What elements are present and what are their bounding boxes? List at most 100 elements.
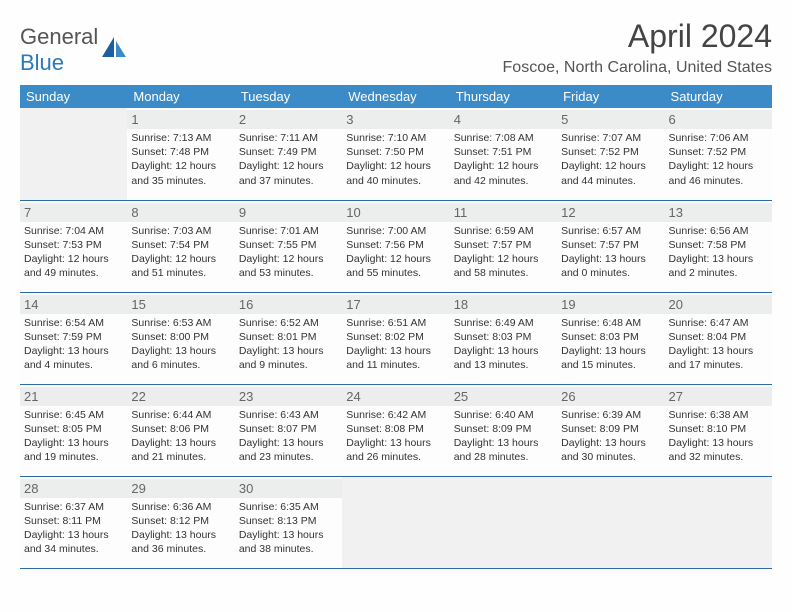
day-info-text: Sunrise: 7:13 AMSunset: 7:48 PMDaylight:…: [131, 131, 230, 188]
calendar-day-cell: 28Sunrise: 6:37 AMSunset: 8:11 PMDayligh…: [20, 476, 127, 568]
calendar-day-cell: 10Sunrise: 7:00 AMSunset: 7:56 PMDayligh…: [342, 200, 449, 292]
day-info-text: Sunrise: 6:57 AMSunset: 7:57 PMDaylight:…: [561, 224, 660, 281]
calendar-day-cell: 9 Sunrise: 7:01 AMSunset: 7:55 PMDaylight…: [235, 200, 342, 292]
day-number: 8: [127, 203, 234, 222]
calendar-week-row: 28Sunrise: 6:37 AMSunset: 8:11 PMDayligh…: [20, 476, 772, 568]
day-info-text: Sunrise: 6:47 AMSunset: 8:04 PMDaylight:…: [669, 316, 768, 373]
day-number: 11: [450, 203, 557, 222]
day-number: 5: [557, 110, 664, 129]
calendar-day-cell: 13 Sunrise: 6:56 AMSunset: 7:58 PMDayligh…: [665, 200, 772, 292]
calendar-day-cell: 22Sunrise: 6:44 AMSunset: 8:06 PMDayligh…: [127, 384, 234, 476]
day-number: 19: [557, 295, 664, 314]
day-number: 22: [127, 387, 234, 406]
weekday-header: Wednesday: [342, 85, 449, 108]
weekday-header: Friday: [557, 85, 664, 108]
logo-text: General Blue: [20, 24, 98, 76]
day-number: 12: [557, 203, 664, 222]
weekday-header: Sunday: [20, 85, 127, 108]
calendar-day-cell: 3 Sunrise: 7:10 AMSunset: 7:50 PMDaylight…: [342, 108, 449, 200]
day-info-text: Sunrise: 6:51 AMSunset: 8:02 PMDaylight:…: [346, 316, 445, 373]
calendar-day-cell: 15 Sunrise: 6:53 AMSunset: 8:00 PMDayligh…: [127, 292, 234, 384]
day-number: 6: [665, 110, 772, 129]
day-number: 21: [20, 387, 127, 406]
calendar-day-cell: 26Sunrise: 6:39 AMSunset: 8:09 PMDayligh…: [557, 384, 664, 476]
day-info-text: Sunrise: 6:48 AMSunset: 8:03 PMDaylight:…: [561, 316, 660, 373]
day-number: 9: [235, 203, 342, 222]
calendar-day-cell: 20 Sunrise: 6:47 AMSunset: 8:04 PMDayligh…: [665, 292, 772, 384]
logo-text-b: Blue: [20, 50, 64, 75]
weekday-header: Tuesday: [235, 85, 342, 108]
day-info-text: Sunrise: 6:54 AMSunset: 7:59 PMDaylight:…: [24, 316, 123, 373]
day-number: 3: [342, 110, 449, 129]
day-info-text: Sunrise: 6:59 AMSunset: 7:57 PMDaylight:…: [454, 224, 553, 281]
calendar-day-cell: 2 Sunrise: 7:11 AMSunset: 7:49 PMDaylight…: [235, 108, 342, 200]
day-number: 1: [127, 110, 234, 129]
calendar-week-row: 14 Sunrise: 6:54 AMSunset: 7:59 PMDayligh…: [20, 292, 772, 384]
day-number: 23: [235, 387, 342, 406]
month-title: April 2024: [503, 18, 772, 55]
day-number: 20: [665, 295, 772, 314]
day-info-text: Sunrise: 6:56 AMSunset: 7:58 PMDaylight:…: [669, 224, 768, 281]
day-info-text: Sunrise: 6:43 AMSunset: 8:07 PMDaylight:…: [239, 408, 338, 465]
day-info-text: Sunrise: 7:01 AMSunset: 7:55 PMDaylight:…: [239, 224, 338, 281]
day-info-text: Sunrise: 6:53 AMSunset: 8:00 PMDaylight:…: [131, 316, 230, 373]
calendar-day-cell: 6 Sunrise: 7:06 AMSunset: 7:52 PMDaylight…: [665, 108, 772, 200]
calendar-body: 1 Sunrise: 7:13 AMSunset: 7:48 PMDaylight…: [20, 108, 772, 568]
day-info-text: Sunrise: 7:06 AMSunset: 7:52 PMDaylight:…: [669, 131, 768, 188]
day-number: 30: [235, 479, 342, 498]
day-number: 13: [665, 203, 772, 222]
calendar-day-cell: 1 Sunrise: 7:13 AMSunset: 7:48 PMDaylight…: [127, 108, 234, 200]
day-info-text: Sunrise: 6:49 AMSunset: 8:03 PMDaylight:…: [454, 316, 553, 373]
day-info-text: Sunrise: 6:38 AMSunset: 8:10 PMDaylight:…: [669, 408, 768, 465]
calendar-day-cell: 24Sunrise: 6:42 AMSunset: 8:08 PMDayligh…: [342, 384, 449, 476]
day-number: 18: [450, 295, 557, 314]
calendar-day-cell: 17 Sunrise: 6:51 AMSunset: 8:02 PMDayligh…: [342, 292, 449, 384]
day-info-text: Sunrise: 7:11 AMSunset: 7:49 PMDaylight:…: [239, 131, 338, 188]
location-text: Foscoe, North Carolina, United States: [503, 59, 772, 77]
day-number: 15: [127, 295, 234, 314]
day-info-text: Sunrise: 7:07 AMSunset: 7:52 PMDaylight:…: [561, 131, 660, 188]
day-info-text: Sunrise: 6:40 AMSunset: 8:09 PMDaylight:…: [454, 408, 553, 465]
day-info-text: Sunrise: 6:39 AMSunset: 8:09 PMDaylight:…: [561, 408, 660, 465]
calendar-empty-cell: [450, 476, 557, 568]
calendar-empty-cell: [665, 476, 772, 568]
calendar-day-cell: 12 Sunrise: 6:57 AMSunset: 7:57 PMDayligh…: [557, 200, 664, 292]
calendar-day-cell: 29Sunrise: 6:36 AMSunset: 8:12 PMDayligh…: [127, 476, 234, 568]
day-number: 4: [450, 110, 557, 129]
calendar-day-cell: 18 Sunrise: 6:49 AMSunset: 8:03 PMDayligh…: [450, 292, 557, 384]
day-number: 14: [20, 295, 127, 314]
day-number: 7: [20, 203, 127, 222]
calendar-empty-cell: [20, 108, 127, 200]
day-number: 27: [665, 387, 772, 406]
day-info-text: Sunrise: 6:42 AMSunset: 8:08 PMDaylight:…: [346, 408, 445, 465]
weekday-header: Monday: [127, 85, 234, 108]
day-info-text: Sunrise: 7:00 AMSunset: 7:56 PMDaylight:…: [346, 224, 445, 281]
logo-text-a: General: [20, 24, 98, 49]
logo-sail-icon: [100, 35, 130, 66]
calendar-empty-cell: [557, 476, 664, 568]
calendar-week-row: 1 Sunrise: 7:13 AMSunset: 7:48 PMDaylight…: [20, 108, 772, 200]
calendar-empty-cell: [342, 476, 449, 568]
day-info-text: Sunrise: 6:52 AMSunset: 8:01 PMDaylight:…: [239, 316, 338, 373]
day-number: 2: [235, 110, 342, 129]
day-info-text: Sunrise: 7:10 AMSunset: 7:50 PMDaylight:…: [346, 131, 445, 188]
day-info-text: Sunrise: 6:37 AMSunset: 8:11 PMDaylight:…: [24, 500, 123, 557]
day-number: 17: [342, 295, 449, 314]
calendar-header-row: SundayMondayTuesdayWednesdayThursdayFrid…: [20, 85, 772, 108]
calendar-day-cell: 23 Sunrise: 6:43 AMSunset: 8:07 PMDayligh…: [235, 384, 342, 476]
calendar-day-cell: 7Sunrise: 7:04 AMSunset: 7:53 PMDaylight…: [20, 200, 127, 292]
day-info-text: Sunrise: 6:35 AMSunset: 8:13 PMDaylight:…: [239, 500, 338, 557]
calendar-day-cell: 21 Sunrise: 6:45 AMSunset: 8:05 PMDayligh…: [20, 384, 127, 476]
calendar-table: SundayMondayTuesdayWednesdayThursdayFrid…: [20, 85, 772, 569]
calendar-week-row: 7Sunrise: 7:04 AMSunset: 7:53 PMDaylight…: [20, 200, 772, 292]
day-info-text: Sunrise: 7:03 AMSunset: 7:54 PMDaylight:…: [131, 224, 230, 281]
day-info-text: Sunrise: 7:08 AMSunset: 7:51 PMDaylight:…: [454, 131, 553, 188]
logo: General Blue: [20, 18, 130, 76]
day-info-text: Sunrise: 6:45 AMSunset: 8:05 PMDaylight:…: [24, 408, 123, 465]
calendar-day-cell: 16Sunrise: 6:52 AMSunset: 8:01 PMDayligh…: [235, 292, 342, 384]
calendar-day-cell: 19 Sunrise: 6:48 AMSunset: 8:03 PMDayligh…: [557, 292, 664, 384]
header: General Blue April 2024 Foscoe, North Ca…: [20, 18, 772, 77]
calendar-day-cell: 14 Sunrise: 6:54 AMSunset: 7:59 PMDayligh…: [20, 292, 127, 384]
calendar-day-cell: 5 Sunrise: 7:07 AMSunset: 7:52 PMDaylight…: [557, 108, 664, 200]
weekday-header: Saturday: [665, 85, 772, 108]
